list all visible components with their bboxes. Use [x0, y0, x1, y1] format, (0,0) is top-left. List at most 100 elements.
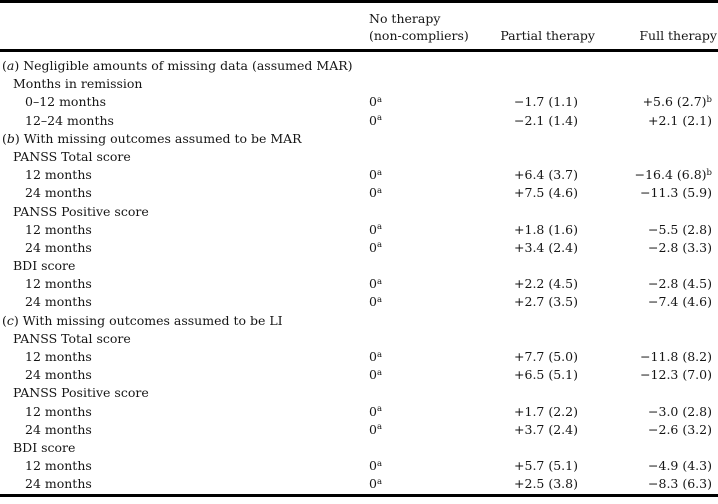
row-label: 12 months — [25, 167, 92, 183]
cell-full-therapy: −2.8 (3.3) — [648, 239, 712, 255]
table-row: 12 months 0a +1.7 (2.2) −3.0 (2.8) — [0, 403, 718, 421]
table-row: BDI score — [0, 257, 718, 275]
cell-partial-therapy: +2.5 (3.8) — [514, 476, 578, 492]
table-row: PANSS Positive score — [0, 384, 718, 402]
table-row: 12 months 0a +5.7 (5.1) −4.9 (4.3) — [0, 457, 718, 475]
row-label: 12 months — [25, 458, 92, 474]
header-no-therapy: No therapy (non-compliers) — [369, 11, 481, 44]
row-label: 24 months — [25, 185, 92, 201]
row-label: 24 months — [25, 367, 92, 383]
footnote-marker-a: a — [376, 294, 383, 305]
subsection-label: PANSS Positive score — [13, 203, 149, 219]
cell-no-therapy: 0a — [369, 185, 383, 201]
footnote-marker-a: a — [376, 422, 383, 433]
cell-partial-therapy: +3.4 (2.4) — [514, 239, 578, 255]
footnote-marker-a: a — [376, 367, 383, 378]
cell-no-therapy: 0a — [369, 367, 383, 383]
section-label: (c) With missing outcomes assumed to be … — [2, 312, 283, 328]
cell-full-therapy: −4.9 (4.3) — [648, 458, 712, 474]
subsection-label: PANSS Total score — [13, 148, 131, 164]
table-row: 12–24 months 0a −2.1 (1.4) +2.1 (2.1) — [0, 112, 718, 130]
cell-partial-therapy: +1.8 (1.6) — [514, 221, 578, 237]
table-top-rule — [0, 0, 718, 3]
table-row: 12 months 0a +6.4 (3.7) −16.4 (6.8)b — [0, 166, 718, 184]
cell-partial-therapy: +2.7 (3.5) — [514, 294, 578, 310]
footnote-marker-a: a — [376, 476, 383, 487]
cell-no-therapy: 0a — [369, 221, 383, 237]
table-row: 0–12 months 0a −1.7 (1.1) +5.6 (2.7)b — [0, 93, 718, 111]
footnote-marker-a: a — [376, 458, 383, 469]
cell-full-therapy: −2.8 (4.5) — [648, 276, 712, 292]
row-label: 12 months — [25, 403, 92, 419]
footnote-marker-a: a — [376, 276, 383, 287]
footnote-marker-a: a — [376, 404, 383, 415]
cell-no-therapy: 0a — [369, 421, 383, 437]
cell-no-therapy: 0a — [369, 112, 383, 128]
cell-partial-therapy: +3.7 (2.4) — [514, 421, 578, 437]
header-full-therapy: Full therapy — [639, 27, 717, 43]
subsection-label: PANSS Total score — [13, 330, 131, 346]
footnote-marker-a: a — [376, 185, 383, 196]
row-label: 12 months — [25, 276, 92, 292]
cell-partial-therapy: +2.2 (4.5) — [514, 276, 578, 292]
footnote-marker-a: a — [376, 167, 383, 178]
table-row: 12 months 0a +2.2 (4.5) −2.8 (4.5) — [0, 275, 718, 293]
footnote-marker-b: b — [706, 94, 712, 105]
cell-no-therapy: 0a — [369, 294, 383, 310]
table-row: Months in remission — [0, 75, 718, 93]
table-row: BDI score — [0, 439, 718, 457]
section-label: (b) With missing outcomes assumed to be … — [2, 130, 302, 146]
cell-full-therapy: −11.3 (5.9) — [640, 185, 712, 201]
footnote-marker-b: b — [706, 167, 712, 178]
row-label: 12 months — [25, 221, 92, 237]
table-row: 12 months 0a +7.7 (5.0) −11.8 (8.2) — [0, 348, 718, 366]
cell-full-therapy: −16.4 (6.8)b — [634, 167, 712, 183]
table-row: 24 months 0a +7.5 (4.6) −11.3 (5.9) — [0, 184, 718, 202]
cell-full-therapy: +2.1 (2.1) — [648, 112, 712, 128]
cell-full-therapy: −12.3 (7.0) — [640, 367, 712, 383]
table-row: (a) Negligible amounts of missing data (… — [0, 57, 718, 75]
footnote-marker-a: a — [376, 240, 383, 251]
row-label: 12 months — [25, 349, 92, 364]
row-label: 12–24 months — [25, 112, 114, 128]
header-no-therapy-line2: (non-compliers) — [369, 27, 469, 43]
table-row: 24 months 0a +3.7 (2.4) −2.6 (3.2) — [0, 421, 718, 439]
subsection-label: PANSS Positive score — [13, 385, 149, 401]
cell-no-therapy: 0a — [369, 167, 383, 183]
header-partial-therapy: Partial therapy — [500, 27, 595, 43]
subsection-label: BDI score — [13, 439, 76, 455]
row-label: 0–12 months — [25, 94, 106, 110]
table-row: 24 months 0a +3.4 (2.4) −2.8 (3.3) — [0, 239, 718, 257]
cell-full-therapy: −2.6 (3.2) — [648, 421, 712, 437]
cell-no-therapy: 0a — [369, 458, 383, 474]
cell-no-therapy: 0a — [369, 476, 383, 492]
cell-no-therapy: 0a — [369, 276, 383, 292]
cell-full-therapy: −7.4 (4.6) — [648, 294, 712, 310]
subsection-label: BDI score — [13, 258, 76, 274]
footnote-marker-a: a — [376, 113, 383, 124]
row-label: 24 months — [25, 294, 92, 310]
cell-full-therapy: −11.8 (8.2) — [640, 349, 712, 364]
cell-full-therapy: −8.3 (6.3) — [648, 476, 712, 492]
cell-no-therapy: 0a — [369, 349, 383, 364]
footnote-marker-a: a — [376, 94, 383, 105]
cell-partial-therapy: +7.5 (4.6) — [514, 185, 578, 201]
cell-no-therapy: 0a — [369, 239, 383, 255]
row-label: 24 months — [25, 476, 92, 492]
cell-partial-therapy: +5.7 (5.1) — [514, 458, 578, 474]
table-row: (c) With missing outcomes assumed to be … — [0, 312, 718, 330]
table-row: 24 months 0a +6.5 (5.1) −12.3 (7.0) — [0, 366, 718, 384]
table-bottom-rule — [0, 493, 718, 497]
section-letter: c — [6, 312, 14, 328]
header-no-therapy-line1: No therapy — [369, 11, 441, 26]
cell-no-therapy: 0a — [369, 403, 383, 419]
table-body: (a) Negligible amounts of missing data (… — [0, 52, 718, 494]
table-row: 24 months 0a +2.7 (3.5) −7.4 (4.6) — [0, 293, 718, 311]
footnote-marker-a: a — [376, 349, 383, 360]
table-row: 24 months 0a +2.5 (3.8) −8.3 (6.3) — [0, 475, 718, 493]
section-letter: b — [6, 130, 15, 146]
table-row: 12 months 0a +1.8 (1.6) −5.5 (2.8) — [0, 221, 718, 239]
table-header-row: No therapy (non-compliers) Partial thera… — [0, 3, 718, 49]
footnote-marker-a: a — [376, 222, 383, 233]
